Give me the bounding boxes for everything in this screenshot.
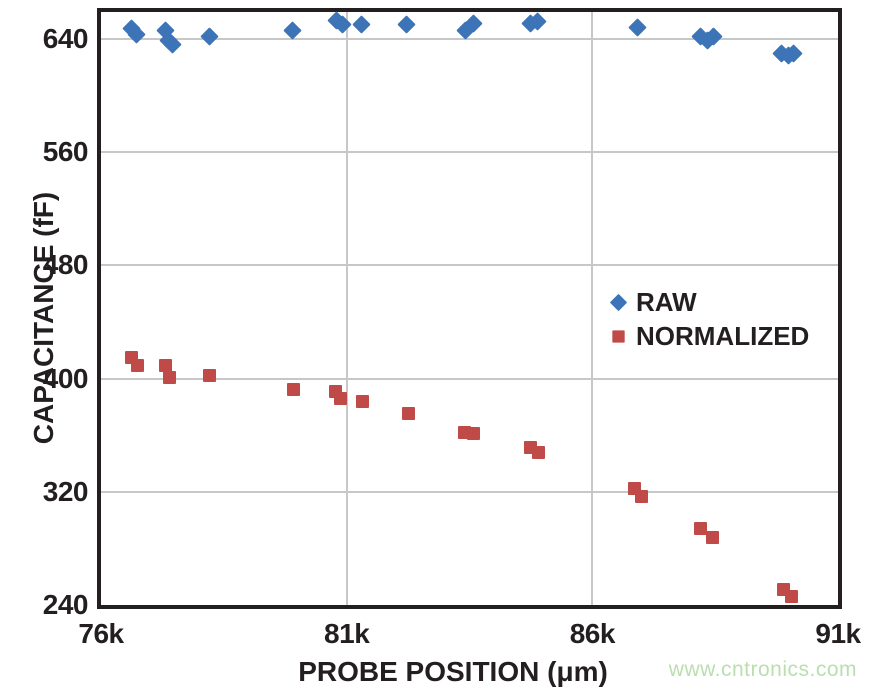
raw-diamond-marker-icon (609, 293, 628, 311)
x-tick-label: 81k (324, 618, 370, 649)
y-tick-label: 240 (42, 589, 89, 620)
y-tick-label: 400 (42, 362, 89, 394)
normalized-data-point (130, 359, 144, 373)
y-tick-label: 640 (42, 22, 89, 54)
normalized-data-point (693, 522, 707, 536)
x-tick-label: 76k (78, 618, 124, 649)
raw-data-point (627, 18, 647, 37)
horizontal-gridline (101, 490, 838, 493)
x-tick-label: 91k (815, 618, 861, 649)
plot-area (97, 8, 842, 609)
y-tick-label: 560 (42, 136, 89, 168)
vertical-gridline (345, 12, 348, 605)
horizontal-gridline (101, 151, 838, 154)
normalized-data-point (784, 590, 798, 603)
x-axis-title: PROBE POSITION (μm) (298, 656, 608, 687)
normalized-data-point (203, 369, 217, 383)
raw-data-point (397, 15, 416, 34)
normalized-data-point (634, 489, 648, 503)
horizontal-gridline (101, 37, 838, 40)
normalized-data-point (467, 427, 481, 441)
vertical-gridline (591, 12, 594, 605)
normalized-square-marker-icon (612, 329, 625, 343)
normalized-data-point (531, 445, 545, 459)
x-tick-label: 86k (569, 618, 616, 649)
legend-row-raw: RAW (606, 285, 809, 319)
y-tick-label: 320 (42, 475, 89, 507)
normalized-data-point (401, 407, 415, 421)
raw-data-point (352, 15, 371, 34)
y-tick-label: 480 (42, 249, 89, 281)
y-axis-title: CAPACITANCE (fF) (28, 191, 59, 445)
horizontal-gridline (101, 264, 838, 267)
normalized-data-point (158, 359, 172, 373)
legend-label-normalized: NORMALIZED (636, 320, 810, 351)
normalized-data-point (355, 394, 369, 408)
legend-row-normalized: NORMALIZED (606, 319, 809, 353)
watermark: www.cntronics.com (668, 658, 857, 681)
normalized-data-point (286, 383, 300, 397)
raw-data-point (200, 26, 219, 46)
legend-label-raw: RAW (636, 286, 697, 317)
normalized-data-point (457, 425, 471, 439)
normalized-data-point (706, 530, 720, 544)
legend: RAW NORMALIZED (606, 285, 809, 353)
horizontal-gridline (101, 377, 838, 380)
normalized-data-point (163, 370, 177, 384)
normalized-data-point (334, 391, 348, 405)
raw-data-point (282, 21, 302, 40)
